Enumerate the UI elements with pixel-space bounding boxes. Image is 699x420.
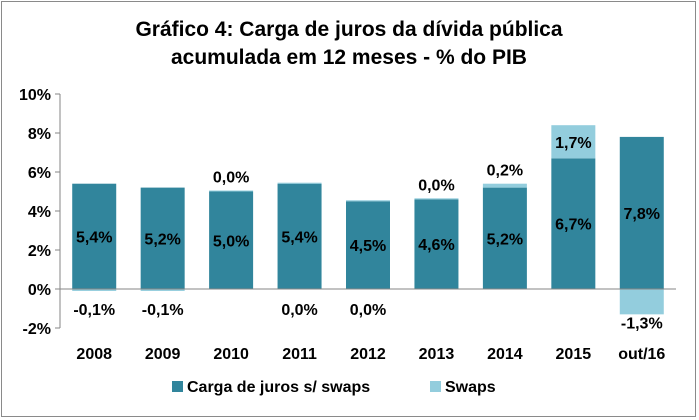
data-label-swaps: 0,0%	[213, 170, 249, 187]
bar-swaps-2014	[482, 183, 527, 188]
data-label-swaps: 0,0%	[418, 177, 454, 194]
legend-swatch-carga	[172, 381, 183, 392]
x-tick-label: 2014	[487, 346, 523, 363]
bar-swaps-2013	[414, 198, 459, 200]
bar-carga-out-16	[619, 136, 664, 289]
legend: Carga de juros s/ swaps Swaps	[172, 379, 496, 396]
x-tick-label: 2013	[419, 346, 455, 363]
chart-title: Gráfico 4: Carga de juros da dívida públ…	[135, 18, 562, 69]
y-tick-label: -2%	[23, 321, 51, 338]
x-tick-label: 2012	[350, 346, 386, 363]
y-tick-label: 10%	[19, 87, 51, 104]
bar-carga-2012	[346, 201, 390, 289]
x-tick-label: out/16	[618, 346, 665, 363]
x-tick-label: 2010	[213, 346, 249, 363]
data-label-carga: 5,2%	[487, 231, 523, 248]
data-label-swaps: -0,1%	[142, 302, 184, 319]
data-label-swaps: 1,7%	[555, 135, 591, 152]
x-axis: 2008 2009 2010 2011 2012 2013 2014 2015 out/16	[60, 288, 676, 363]
y-tick-label: 6%	[28, 165, 51, 182]
bar-swaps-2011	[277, 182, 322, 184]
x-tick-label: 2008	[76, 346, 112, 363]
data-label-swaps: 0,0%	[350, 302, 386, 319]
data-label-swaps: 0,2%	[487, 163, 523, 180]
legend-label-carga: Carga de juros s/ swaps	[187, 379, 370, 396]
data-label-carga: 4,5%	[350, 238, 386, 255]
x-tick-label: 2011	[282, 346, 317, 363]
chart-title-line-1: Gráfico 4: Carga de juros da dívida públ…	[135, 18, 562, 41]
bar-swaps-2012	[346, 200, 390, 202]
bar-swaps-out-16	[619, 289, 664, 315]
legend-swatch-swaps	[430, 381, 441, 392]
bar-swaps-2008	[72, 289, 117, 291]
bar-swaps-2009	[140, 289, 185, 291]
y-tick-label: 4%	[28, 204, 51, 221]
y-tick-label: 8%	[28, 126, 51, 143]
bar-swaps-2010	[209, 190, 254, 192]
data-label-carga: 5,4%	[281, 229, 317, 246]
bar-swaps-2015	[551, 125, 596, 159]
y-axis: -2% 0% 2% 4% 6% 8% 10%	[19, 87, 61, 338]
data-label-swaps: -1,3%	[621, 315, 663, 332]
data-label-carga: 7,8%	[624, 206, 660, 223]
data-label-carga: 6,7%	[555, 217, 591, 234]
x-tick-label: 2015	[556, 346, 592, 363]
bar-carga-2014	[482, 187, 527, 289]
y-tick-label: 2%	[28, 243, 51, 260]
bar-carga-2013	[414, 199, 459, 289]
data-labels: 5,4% -0,1% 5,2% -0,1% 5,0% 0,0% 5,4% 0,0% 4,5% 0,…	[73, 135, 662, 333]
data-label-carga: 5,4%	[76, 229, 112, 246]
chart-title-line-2: acumulada em 12 meses - % do PIB	[171, 46, 527, 69]
data-label-swaps: 0,0%	[281, 302, 317, 319]
data-label-carga: 4,6%	[418, 237, 454, 254]
data-label-carga: 5,0%	[213, 233, 249, 250]
y-tick-label: 0%	[28, 282, 51, 299]
bars	[72, 125, 664, 315]
bar-carga-2015	[551, 158, 596, 289]
data-label-carga: 5,2%	[144, 231, 180, 248]
x-tick-label: 2009	[145, 346, 181, 363]
data-label-swaps: -0,1%	[73, 302, 115, 319]
bar-carga-2008	[72, 183, 117, 289]
bar-carga-2010	[209, 191, 254, 289]
bar-carga-2011	[277, 183, 322, 289]
bar-carga-2009	[140, 187, 185, 289]
legend-label-swaps: Swaps	[445, 379, 496, 396]
